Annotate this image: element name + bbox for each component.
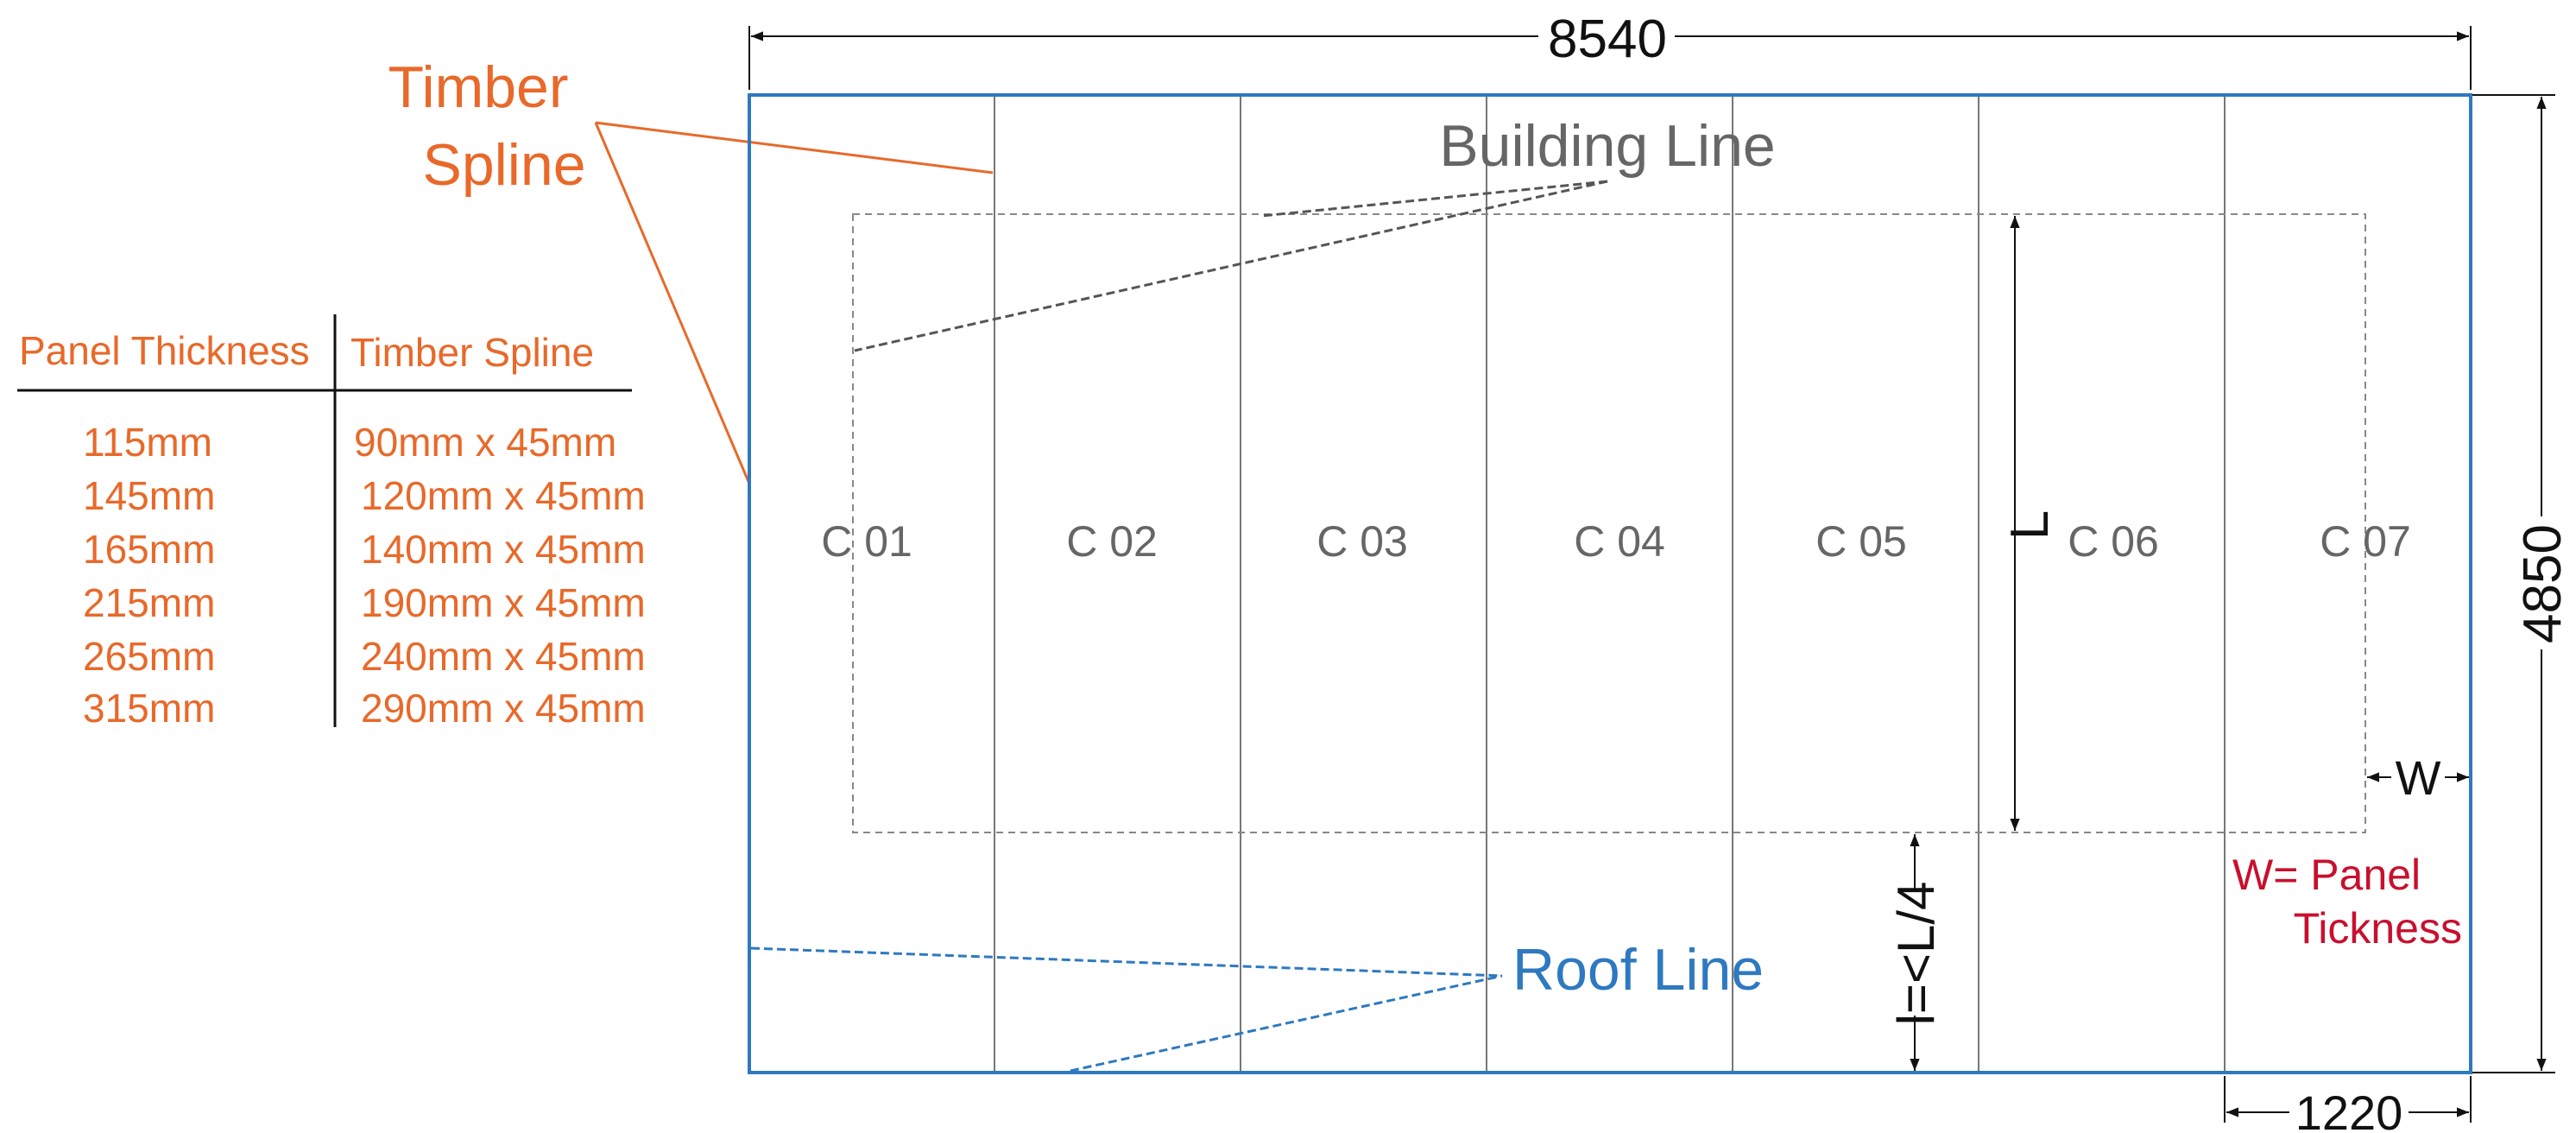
table-cell-thickness: 165mm <box>83 527 215 572</box>
roof-line-outline <box>748 93 2472 1074</box>
table-row: 265mm 240mm x 45mm <box>83 634 646 679</box>
table-cell-spline: 140mm x 45mm <box>361 527 646 572</box>
building-line-leader <box>854 180 1608 352</box>
table-cell-thickness: 145mm <box>83 473 215 518</box>
table-row: 315mm 290mm x 45mm <box>83 686 646 731</box>
table-cell-spline: 190mm x 45mm <box>361 580 646 625</box>
table-row: 165mm 140mm x 45mm <box>83 527 646 572</box>
panel-label: C 02 <box>1066 517 1158 566</box>
panel-label: C 06 <box>2068 517 2159 566</box>
table-cell-thickness: 265mm <box>83 634 215 679</box>
roof-line-leader <box>750 946 1503 978</box>
spline-width-dimension: W <box>2367 750 2469 805</box>
table-cell-thickness: 115mm <box>83 420 212 465</box>
w-note-line2: Tickness <box>2294 904 2462 953</box>
timber-spline-leader <box>594 122 751 484</box>
timber-spline-callout: Timber Spline <box>388 54 994 484</box>
spline-width-label: W <box>2396 750 2441 805</box>
overhang-label: l=<L/4 <box>1887 882 1945 1026</box>
table-cell-spline: 120mm x 45mm <box>361 473 646 518</box>
panel-label: C 07 <box>2320 517 2411 566</box>
panel-label: C 01 <box>821 517 912 566</box>
panel-label: C 05 <box>1815 517 1907 566</box>
roof-line-callout: Roof Line <box>750 937 1764 1073</box>
panel-label: C 04 <box>1574 517 1665 566</box>
w-note-line1: W= Panel <box>2232 851 2421 899</box>
panel-labels: C 01 C 02 C 03 C 04 C 05 C 06 C 07 <box>821 517 2411 566</box>
overall-width-dimension: 8540 <box>748 9 2472 90</box>
timber-spline-label-line2: Spline <box>422 132 585 198</box>
overall-width-value: 8540 <box>1548 9 1667 69</box>
panel-length-dimension: L <box>2000 216 2060 831</box>
w-note: W= Panel Tickness <box>2232 851 2462 953</box>
table-row: 145mm 120mm x 45mm <box>83 473 646 518</box>
building-line-leader <box>1261 180 1608 218</box>
table-cell-thickness: 215mm <box>83 580 215 625</box>
panel-width-value: 1220 <box>2295 1086 2403 1133</box>
panel-label: C 03 <box>1316 517 1408 566</box>
overall-height-value: 4850 <box>2513 524 2573 643</box>
table-cell-thickness: 315mm <box>83 686 215 731</box>
building-line-callout: Building Line <box>854 113 1776 352</box>
overhang-dimension: l=<L/4 <box>1887 834 1945 1071</box>
timber-spline-label-line1: Timber <box>388 54 568 120</box>
building-line-label: Building Line <box>1439 113 1775 179</box>
table-row: 215mm 190mm x 45mm <box>83 580 646 625</box>
table-header-panel-thickness: Panel Thickness <box>19 328 310 373</box>
table-row: 115mm 90mm x 45mm <box>83 420 616 465</box>
roof-line-leader <box>1070 974 1503 1073</box>
table-cell-spline: 90mm x 45mm <box>354 420 616 465</box>
panel-length-label: L <box>2000 510 2060 540</box>
table-cell-spline: 240mm x 45mm <box>361 634 646 679</box>
spec-table: Panel Thickness Timber Spline 115mm 90mm… <box>17 314 646 731</box>
roof-line-label: Roof Line <box>1512 937 1764 1003</box>
timber-spline-leader <box>595 121 994 174</box>
overall-height-dimension: 4850 <box>2472 94 2573 1073</box>
panel-joints <box>994 97 2226 1071</box>
table-cell-spline: 290mm x 45mm <box>361 686 646 731</box>
panel-width-dimension: 1220 <box>2224 1076 2472 1133</box>
building-line-outline <box>852 213 2366 833</box>
table-header-timber-spline: Timber Spline <box>350 330 594 375</box>
